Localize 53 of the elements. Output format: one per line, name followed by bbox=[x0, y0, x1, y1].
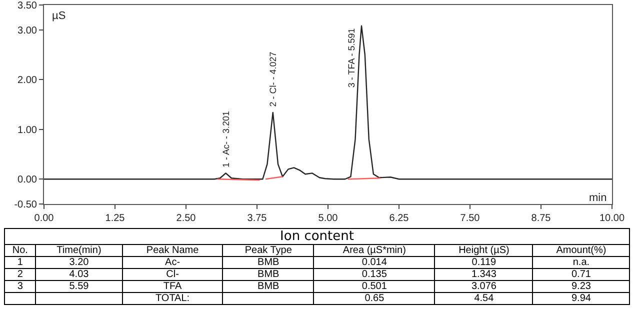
category-label: Peak Name bbox=[122, 244, 223, 256]
category-label: Peak Type bbox=[222, 244, 314, 256]
text: 1 bbox=[4, 256, 36, 268]
text: 4.54 bbox=[434, 292, 533, 304]
text: 3 bbox=[4, 280, 36, 292]
y-axis-title: µS bbox=[52, 10, 66, 22]
text: 9.23 bbox=[532, 280, 630, 292]
category-label: Area (µS*min) bbox=[314, 244, 435, 256]
y-tick-label: 0.00 bbox=[18, 174, 38, 186]
x-tick-label: 8.75 bbox=[531, 213, 552, 224]
text: 0.71 bbox=[532, 268, 630, 280]
category-label: Height (µS) bbox=[434, 244, 533, 256]
text: 0.135 bbox=[314, 268, 435, 280]
x-tick-label: 6.25 bbox=[389, 213, 410, 224]
text: 4.03 bbox=[36, 268, 122, 280]
text: Cl- bbox=[122, 268, 223, 280]
x-tick-label: 5.00 bbox=[318, 213, 338, 224]
x-tick-label: 2.50 bbox=[176, 213, 196, 224]
y-tick-label: 3.50 bbox=[18, 0, 38, 12]
text: Ac- bbox=[122, 256, 223, 268]
category-label: Amount(%) bbox=[532, 244, 630, 256]
x-tick-label: 1.25 bbox=[105, 213, 126, 224]
text: 2 bbox=[4, 268, 36, 280]
text: 3.076 bbox=[434, 280, 533, 292]
x-tick-label: 3.75 bbox=[247, 213, 268, 224]
text: 1.343 bbox=[434, 268, 533, 280]
text: 0.119 bbox=[434, 256, 533, 268]
text: BMB bbox=[222, 256, 314, 268]
category-label: No. bbox=[4, 244, 36, 256]
y-tick-label: 1.00 bbox=[18, 124, 38, 136]
y-tick-label: 3.00 bbox=[18, 25, 38, 36]
category-label: Time(min) bbox=[36, 244, 122, 256]
annotation: 1 - Ac- - 3.201 bbox=[221, 110, 232, 168]
text: 5.59 bbox=[36, 280, 122, 292]
text: TFA bbox=[122, 280, 223, 292]
text: 0.65 bbox=[314, 292, 435, 304]
text: TOTAL: bbox=[122, 292, 223, 304]
text: n.a. bbox=[532, 256, 630, 268]
x-tick-label: 7.50 bbox=[460, 213, 480, 224]
annotation: 2 - Cl- - 4.027 bbox=[268, 52, 278, 107]
y-tick-label: -0.50 bbox=[14, 200, 38, 210]
text: BMB bbox=[222, 280, 314, 292]
x-tick-label: 10.00 bbox=[599, 213, 625, 224]
text: 9.94 bbox=[532, 292, 630, 304]
text: 0.501 bbox=[314, 280, 435, 292]
y-tick-label: 2.00 bbox=[18, 75, 38, 86]
x-tick-label: 0.00 bbox=[34, 213, 54, 224]
annotation: 3 - TFA - 5.591 bbox=[346, 28, 356, 88]
text: Ion content bbox=[4, 228, 630, 244]
text: BMB bbox=[222, 268, 314, 280]
text: 3.20 bbox=[36, 256, 122, 268]
text: 0.014 bbox=[314, 256, 435, 268]
x-axis-title: min bbox=[589, 192, 607, 204]
